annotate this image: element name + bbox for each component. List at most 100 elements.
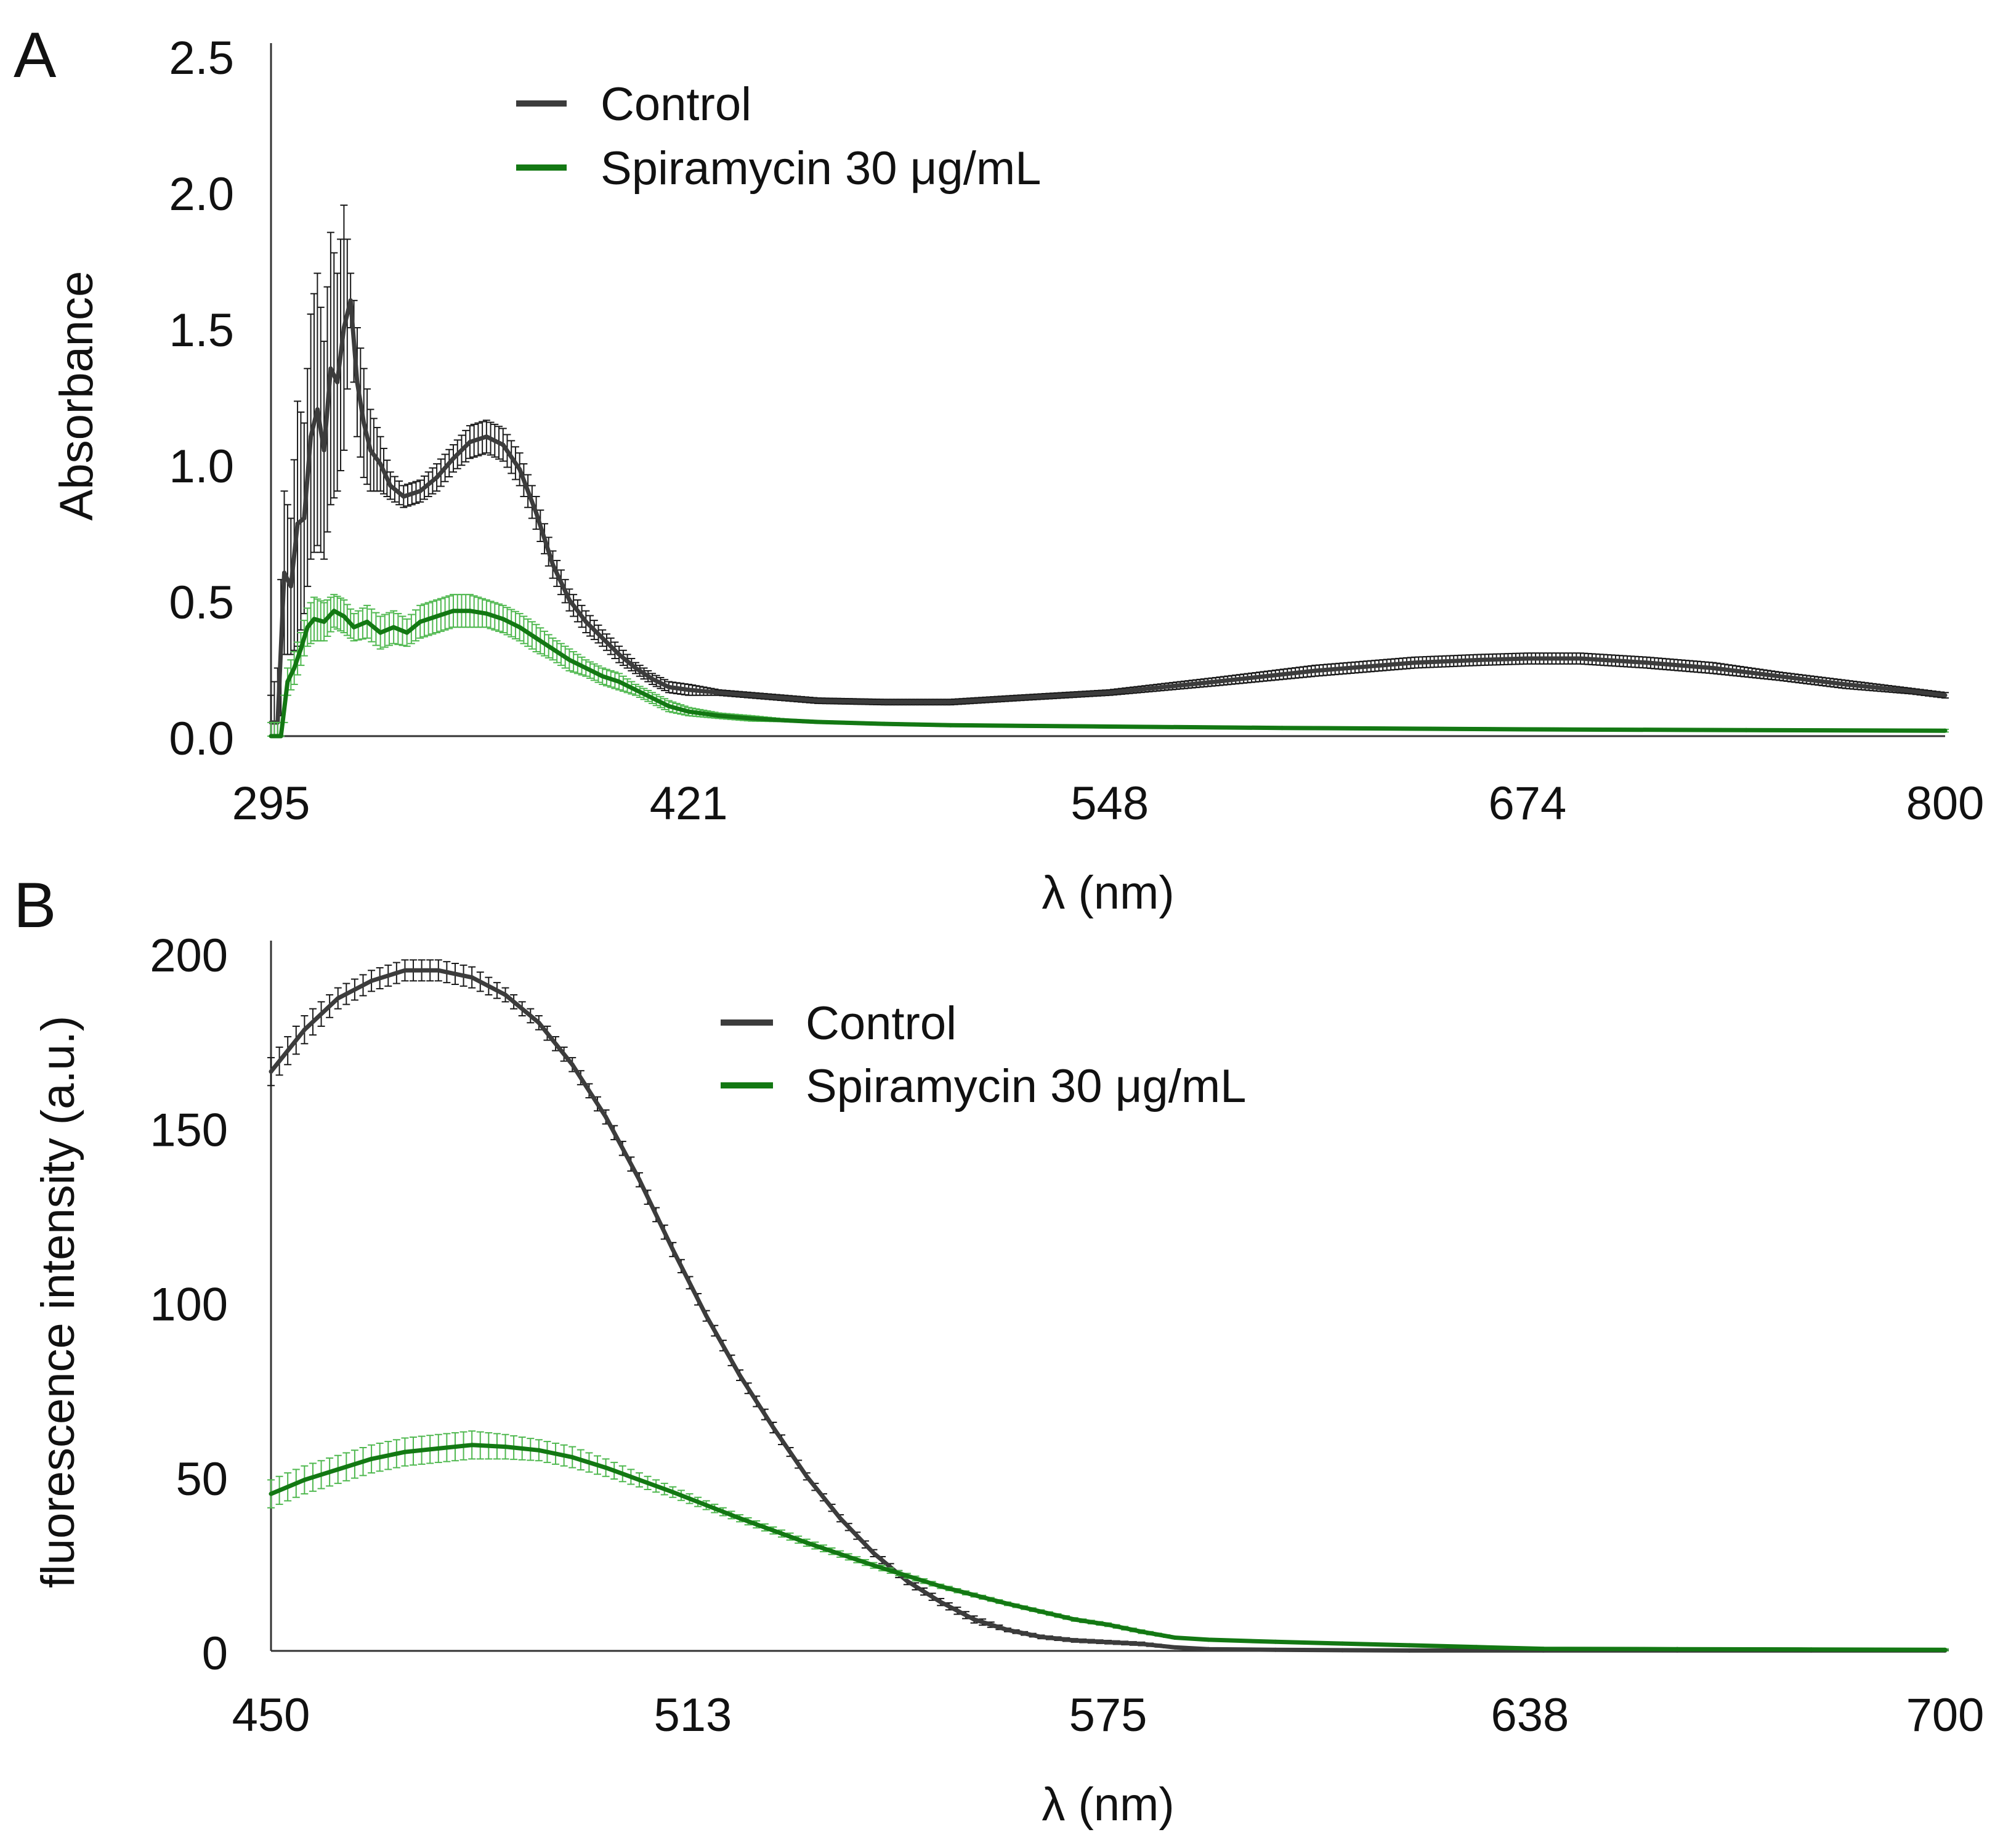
series-line bbox=[271, 298, 1946, 725]
panel-b: B 450 513 575 638 700 0 50 100 150 200 λ (nm) fluore… bbox=[14, 870, 1984, 1831]
data-point bbox=[368, 448, 373, 453]
data-point bbox=[1943, 1647, 1948, 1652]
data-point bbox=[604, 1114, 609, 1119]
data-point bbox=[467, 609, 472, 614]
data-point bbox=[1072, 1638, 1077, 1643]
data-point bbox=[469, 1443, 474, 1448]
data-point bbox=[378, 461, 383, 466]
data-point bbox=[388, 483, 393, 488]
data-point bbox=[583, 666, 588, 670]
data-point bbox=[882, 700, 887, 705]
y-axis-title: Absorbance bbox=[51, 271, 103, 521]
data-point bbox=[341, 614, 346, 619]
x-axis-title: λ (nm) bbox=[1042, 867, 1174, 919]
x-tick-label: 800 bbox=[1906, 777, 1985, 830]
legend-label-spiramycin: Spiramycin 30 μg/mL bbox=[806, 1060, 1246, 1112]
legend-label-spiramycin: Spiramycin 30 μg/mL bbox=[601, 142, 1041, 195]
data-point bbox=[302, 1027, 307, 1032]
data-point bbox=[484, 434, 489, 439]
data-point bbox=[469, 975, 474, 980]
data-point bbox=[309, 434, 314, 439]
y-tick-label: 100 bbox=[150, 1279, 228, 1331]
data-point bbox=[1139, 1642, 1144, 1647]
y-tick-label: 0.5 bbox=[169, 577, 234, 629]
data-point bbox=[1541, 1647, 1546, 1651]
data-point bbox=[716, 690, 721, 695]
data-point bbox=[583, 619, 588, 624]
data-point bbox=[782, 695, 787, 700]
data-point bbox=[749, 716, 754, 721]
data-point bbox=[322, 619, 326, 624]
data-point bbox=[503, 1445, 508, 1449]
x-tick-label: 700 bbox=[1906, 1689, 1985, 1741]
data-point bbox=[369, 978, 374, 983]
data-point bbox=[302, 1477, 307, 1482]
data-point bbox=[686, 709, 691, 714]
data-point bbox=[633, 687, 638, 692]
x-tick-label: 421 bbox=[650, 777, 728, 830]
data-point bbox=[1005, 1602, 1010, 1607]
data-point bbox=[1273, 1639, 1278, 1644]
data-point bbox=[1273, 1647, 1278, 1652]
data-point bbox=[352, 625, 357, 630]
data-point bbox=[815, 699, 820, 703]
data-point bbox=[369, 1456, 374, 1461]
data-point bbox=[436, 968, 441, 973]
data-point bbox=[269, 1491, 273, 1496]
series-line bbox=[271, 609, 1946, 739]
data-point bbox=[269, 1069, 273, 1074]
data-point bbox=[312, 617, 317, 622]
data-point bbox=[315, 407, 320, 412]
data-point bbox=[600, 674, 605, 679]
data-point bbox=[1173, 1645, 1178, 1650]
data-point bbox=[331, 609, 336, 614]
data-point bbox=[391, 625, 396, 630]
data-point bbox=[670, 1247, 675, 1252]
data-point bbox=[402, 1449, 407, 1454]
data-point bbox=[418, 619, 423, 624]
data-point bbox=[600, 636, 605, 641]
data-point bbox=[1843, 682, 1848, 687]
data-point bbox=[637, 1477, 642, 1482]
data-point bbox=[295, 521, 300, 526]
data-point bbox=[278, 734, 283, 739]
legend: Control Spiramycin 30 μg/mL bbox=[721, 997, 1246, 1112]
data-point bbox=[305, 625, 310, 630]
data-point bbox=[269, 734, 273, 739]
data-point bbox=[503, 992, 508, 997]
data-point bbox=[1578, 656, 1583, 661]
data-point bbox=[1645, 660, 1649, 665]
data-point bbox=[938, 1600, 943, 1605]
x-tick-label: 295 bbox=[232, 777, 310, 830]
data-point bbox=[328, 366, 333, 371]
data-point bbox=[355, 379, 360, 384]
data-point bbox=[365, 619, 370, 624]
data-point bbox=[704, 1313, 709, 1318]
data-point bbox=[434, 475, 439, 480]
data-point bbox=[282, 570, 287, 575]
data-point bbox=[1107, 690, 1112, 695]
data-point bbox=[378, 630, 383, 635]
data-point bbox=[948, 723, 953, 727]
data-point bbox=[336, 1467, 341, 1472]
data-point bbox=[882, 721, 887, 726]
data-point bbox=[737, 1516, 742, 1521]
panel-a: A 295 421 548 674 800 0.0 0.5 1.0 1.5 2.0 2.5 λ (nm)… bbox=[14, 20, 1984, 919]
data-point bbox=[418, 488, 423, 493]
data-point bbox=[1206, 1637, 1211, 1642]
y-tick-label: 1.5 bbox=[169, 304, 234, 357]
data-point bbox=[1072, 1617, 1077, 1622]
data-point bbox=[534, 636, 539, 641]
data-point bbox=[617, 679, 621, 684]
data-point bbox=[871, 1550, 876, 1555]
data-point bbox=[570, 1455, 575, 1460]
data-point bbox=[567, 598, 572, 602]
y-tick-label: 2.5 bbox=[169, 32, 234, 84]
data-point bbox=[451, 609, 456, 614]
data-point bbox=[534, 511, 539, 516]
data-point bbox=[292, 666, 297, 670]
x-axis-title: λ (nm) bbox=[1042, 1778, 1174, 1831]
data-point bbox=[650, 676, 655, 681]
data-point bbox=[336, 996, 341, 1001]
data-point bbox=[1213, 679, 1218, 684]
